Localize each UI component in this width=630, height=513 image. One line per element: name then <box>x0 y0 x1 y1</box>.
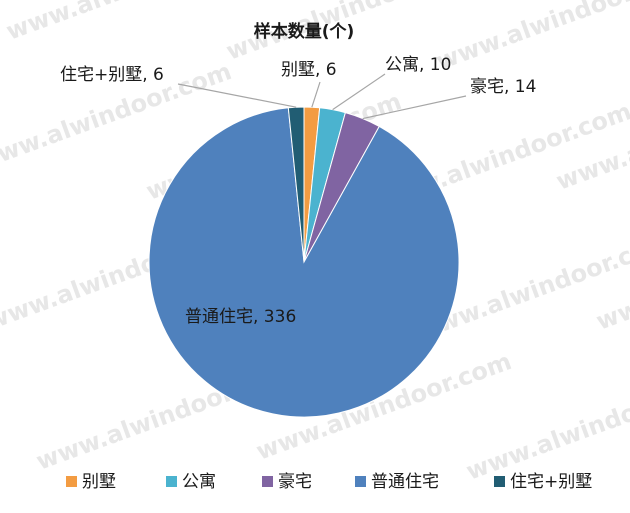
leader-line <box>362 95 467 120</box>
leader-line <box>311 81 321 108</box>
data-label: 普通住宅, 336 <box>185 307 296 327</box>
legend-label: 住宅+别墅 <box>510 472 592 492</box>
data-label: 住宅+别墅, 6 <box>60 65 164 85</box>
pie-slice <box>287 106 305 263</box>
legend-swatch <box>166 476 177 487</box>
data-label: 公寓, 10 <box>385 55 451 75</box>
data-label: 豪宅, 14 <box>470 76 536 97</box>
legend-label: 别墅 <box>82 472 116 492</box>
chart-title: 样本数量(个) <box>254 21 355 42</box>
legend-swatch <box>262 476 273 487</box>
legend-label: 普通住宅 <box>371 472 439 492</box>
data-label: 别墅, 6 <box>281 60 337 80</box>
legend-swatch <box>355 476 366 487</box>
leader-line <box>332 73 386 111</box>
legend-label: 公寓 <box>182 472 216 492</box>
leader-line <box>177 83 297 108</box>
legend-label: 豪宅 <box>278 471 312 492</box>
pie-slice <box>148 107 460 418</box>
legend-swatch <box>494 476 505 487</box>
legend-swatch <box>66 476 77 487</box>
